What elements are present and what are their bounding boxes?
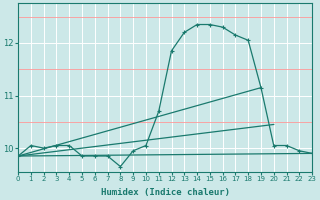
X-axis label: Humidex (Indice chaleur): Humidex (Indice chaleur) — [100, 188, 230, 197]
